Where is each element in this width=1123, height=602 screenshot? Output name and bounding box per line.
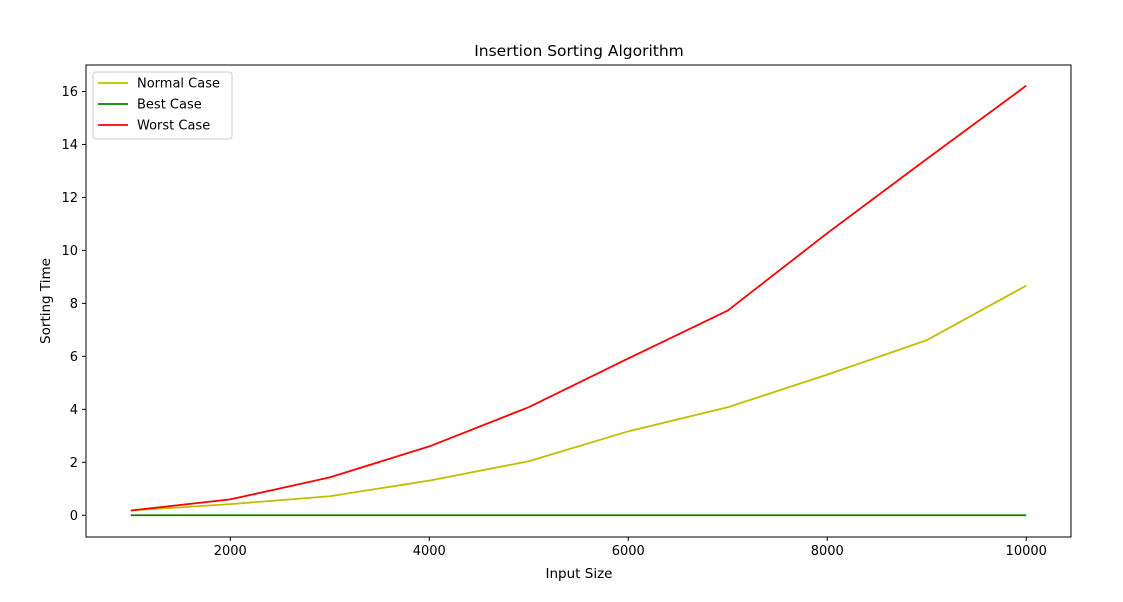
y-tick-label: 2 xyxy=(70,456,78,471)
y-tick-label: 0 xyxy=(70,509,78,524)
y-tick-label: 4 xyxy=(70,403,78,418)
y-axis-label: Sorting Time xyxy=(38,258,54,344)
x-tick-label: 10000 xyxy=(1006,544,1047,559)
x-tick-label: 2000 xyxy=(214,544,247,559)
y-tick-label: 8 xyxy=(70,297,78,312)
legend-box xyxy=(92,71,233,140)
x-tick-label: 4000 xyxy=(413,544,446,559)
plot-lines xyxy=(130,84,1027,517)
plot-frame xyxy=(85,64,1072,538)
legend-label: Best Case xyxy=(137,98,202,113)
y-tick-label: 6 xyxy=(70,350,78,365)
x-tick-label: 8000 xyxy=(811,544,844,559)
series-line-normal-case xyxy=(130,284,1027,512)
y-tick-label: 12 xyxy=(61,191,78,206)
y-tick-label: 10 xyxy=(61,244,78,259)
y-tick-label: 16 xyxy=(61,85,78,100)
legend-label: Normal Case xyxy=(137,77,220,92)
y-tick-label: 14 xyxy=(61,138,78,153)
legend-label: Worst Case xyxy=(137,119,210,134)
chart-title: Insertion Sorting Algorithm xyxy=(474,42,684,60)
x-axis: 2000 4000 6000 8000 10000 xyxy=(214,537,1047,559)
series-line-worst-case xyxy=(130,84,1027,512)
x-axis-label: Input Size xyxy=(546,566,613,582)
y-axis: 0 2 4 6 8 10 12 14 16 xyxy=(61,85,86,524)
x-tick-label: 6000 xyxy=(612,544,645,559)
legend: Normal Case Best Case Worst Case xyxy=(92,71,233,140)
